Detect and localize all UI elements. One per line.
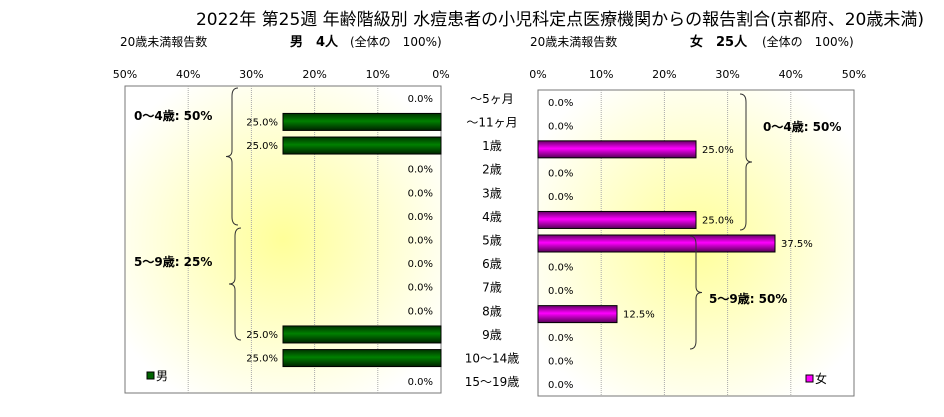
female-value-label: 12.5% <box>623 310 655 321</box>
male-0-4-annotation: 0～4歳: 50% <box>134 108 212 123</box>
male-header-count: 男 4人 <box>290 34 339 50</box>
male-value-label: 0.0% <box>408 236 433 247</box>
chart-title: 2022年 第25週 年齢階級別 水痘患者の小児科定点医療機関からの報告割合(京… <box>196 10 924 30</box>
age-category-label: 15～19歳 <box>465 375 520 389</box>
age-category-label: ～11ヶ月 <box>466 115 517 129</box>
male-value-label: 0.0% <box>408 165 433 176</box>
male-bar <box>282 136 442 155</box>
female-value-label: 0.0% <box>548 168 573 179</box>
male-value-label: 25.0% <box>246 141 278 152</box>
female-0-4-annotation: 0～4歳: 50% <box>763 119 841 134</box>
age-category-label: 10～14歳 <box>465 352 520 366</box>
female-xtick-label: 50% <box>842 68 866 81</box>
female-header-label: 20歳未満報告数 <box>530 34 617 49</box>
male-value-label: 0.0% <box>408 212 433 223</box>
male-legend-label: 男 <box>156 369 168 383</box>
age-category-label: ～5ヶ月 <box>470 92 514 106</box>
male-value-label: 25.0% <box>246 117 278 128</box>
female-header-share: (全体の 100%) <box>762 34 854 49</box>
female-value-label: 0.0% <box>548 357 573 368</box>
male-xtick-label: 10% <box>366 68 390 81</box>
male-0-4-brace <box>225 87 239 226</box>
female-value-label: 0.0% <box>548 98 573 109</box>
age-category-label: 1歳 <box>482 139 502 153</box>
female-0-4-brace <box>739 93 753 231</box>
age-category-label: 9歳 <box>482 328 502 342</box>
male-header-label: 20歳未満報告数 <box>120 34 207 49</box>
female-bar <box>537 234 776 253</box>
male-value-label: 0.0% <box>408 306 433 317</box>
male-bar <box>282 112 442 131</box>
male-xtick-label: 50% <box>113 68 137 81</box>
age-category-label: 3歳 <box>482 186 502 200</box>
female-xtick-label: 0% <box>529 68 546 81</box>
female-value-label: 0.0% <box>548 286 573 297</box>
male-value-label: 0.0% <box>408 188 433 199</box>
female-value-label: 0.0% <box>548 333 573 344</box>
male-bar <box>282 349 442 368</box>
male-xtick-label: 20% <box>302 68 326 81</box>
age-category-label: 4歳 <box>482 210 502 224</box>
age-category-label: 8歳 <box>482 304 502 318</box>
male-5-9-brace <box>228 227 242 341</box>
age-category-label: 2歳 <box>482 163 502 177</box>
male-value-label: 25.0% <box>246 354 278 365</box>
male-plot-area <box>124 85 442 394</box>
male-5-9-annotation: 5～9歳: 25% <box>134 254 212 269</box>
female-legend-label: 女 <box>815 371 827 386</box>
female-value-label: 37.5% <box>781 239 813 250</box>
female-5-9-annotation: 5～9歳: 50% <box>709 291 787 306</box>
female-value-label: 0.0% <box>548 380 573 391</box>
female-value-label: 0.0% <box>548 263 573 274</box>
female-5-9-brace <box>689 235 703 350</box>
male-bar <box>282 325 442 344</box>
age-category-label: 6歳 <box>482 257 502 271</box>
female-value-label: 25.0% <box>702 215 734 226</box>
male-legend-swatch <box>146 371 155 380</box>
male-xtick-label: 30% <box>239 68 263 81</box>
male-xtick-label: 40% <box>176 68 200 81</box>
male-header-share: (全体の 100%) <box>350 34 442 49</box>
female-value-label: 0.0% <box>548 192 573 203</box>
age-category-label: 7歳 <box>482 281 502 295</box>
female-bar <box>537 210 697 229</box>
female-header-count: 女 25人 <box>690 34 748 50</box>
age-category-label: 5歳 <box>482 234 502 248</box>
male-value-label: 0.0% <box>408 94 433 105</box>
female-xtick-label: 30% <box>715 68 739 81</box>
female-bar <box>537 140 697 159</box>
female-xtick-label: 20% <box>652 68 676 81</box>
female-xtick-label: 40% <box>779 68 803 81</box>
male-value-label: 0.0% <box>408 283 433 294</box>
male-xtick-label: 0% <box>432 68 449 81</box>
female-value-label: 0.0% <box>548 121 573 132</box>
female-xtick-label: 10% <box>589 68 613 81</box>
male-value-label: 0.0% <box>408 259 433 270</box>
female-bar <box>537 305 618 324</box>
male-value-label: 25.0% <box>246 330 278 341</box>
male-value-label: 0.0% <box>408 377 433 388</box>
female-value-label: 25.0% <box>702 145 734 156</box>
female-legend-swatch <box>805 374 814 383</box>
